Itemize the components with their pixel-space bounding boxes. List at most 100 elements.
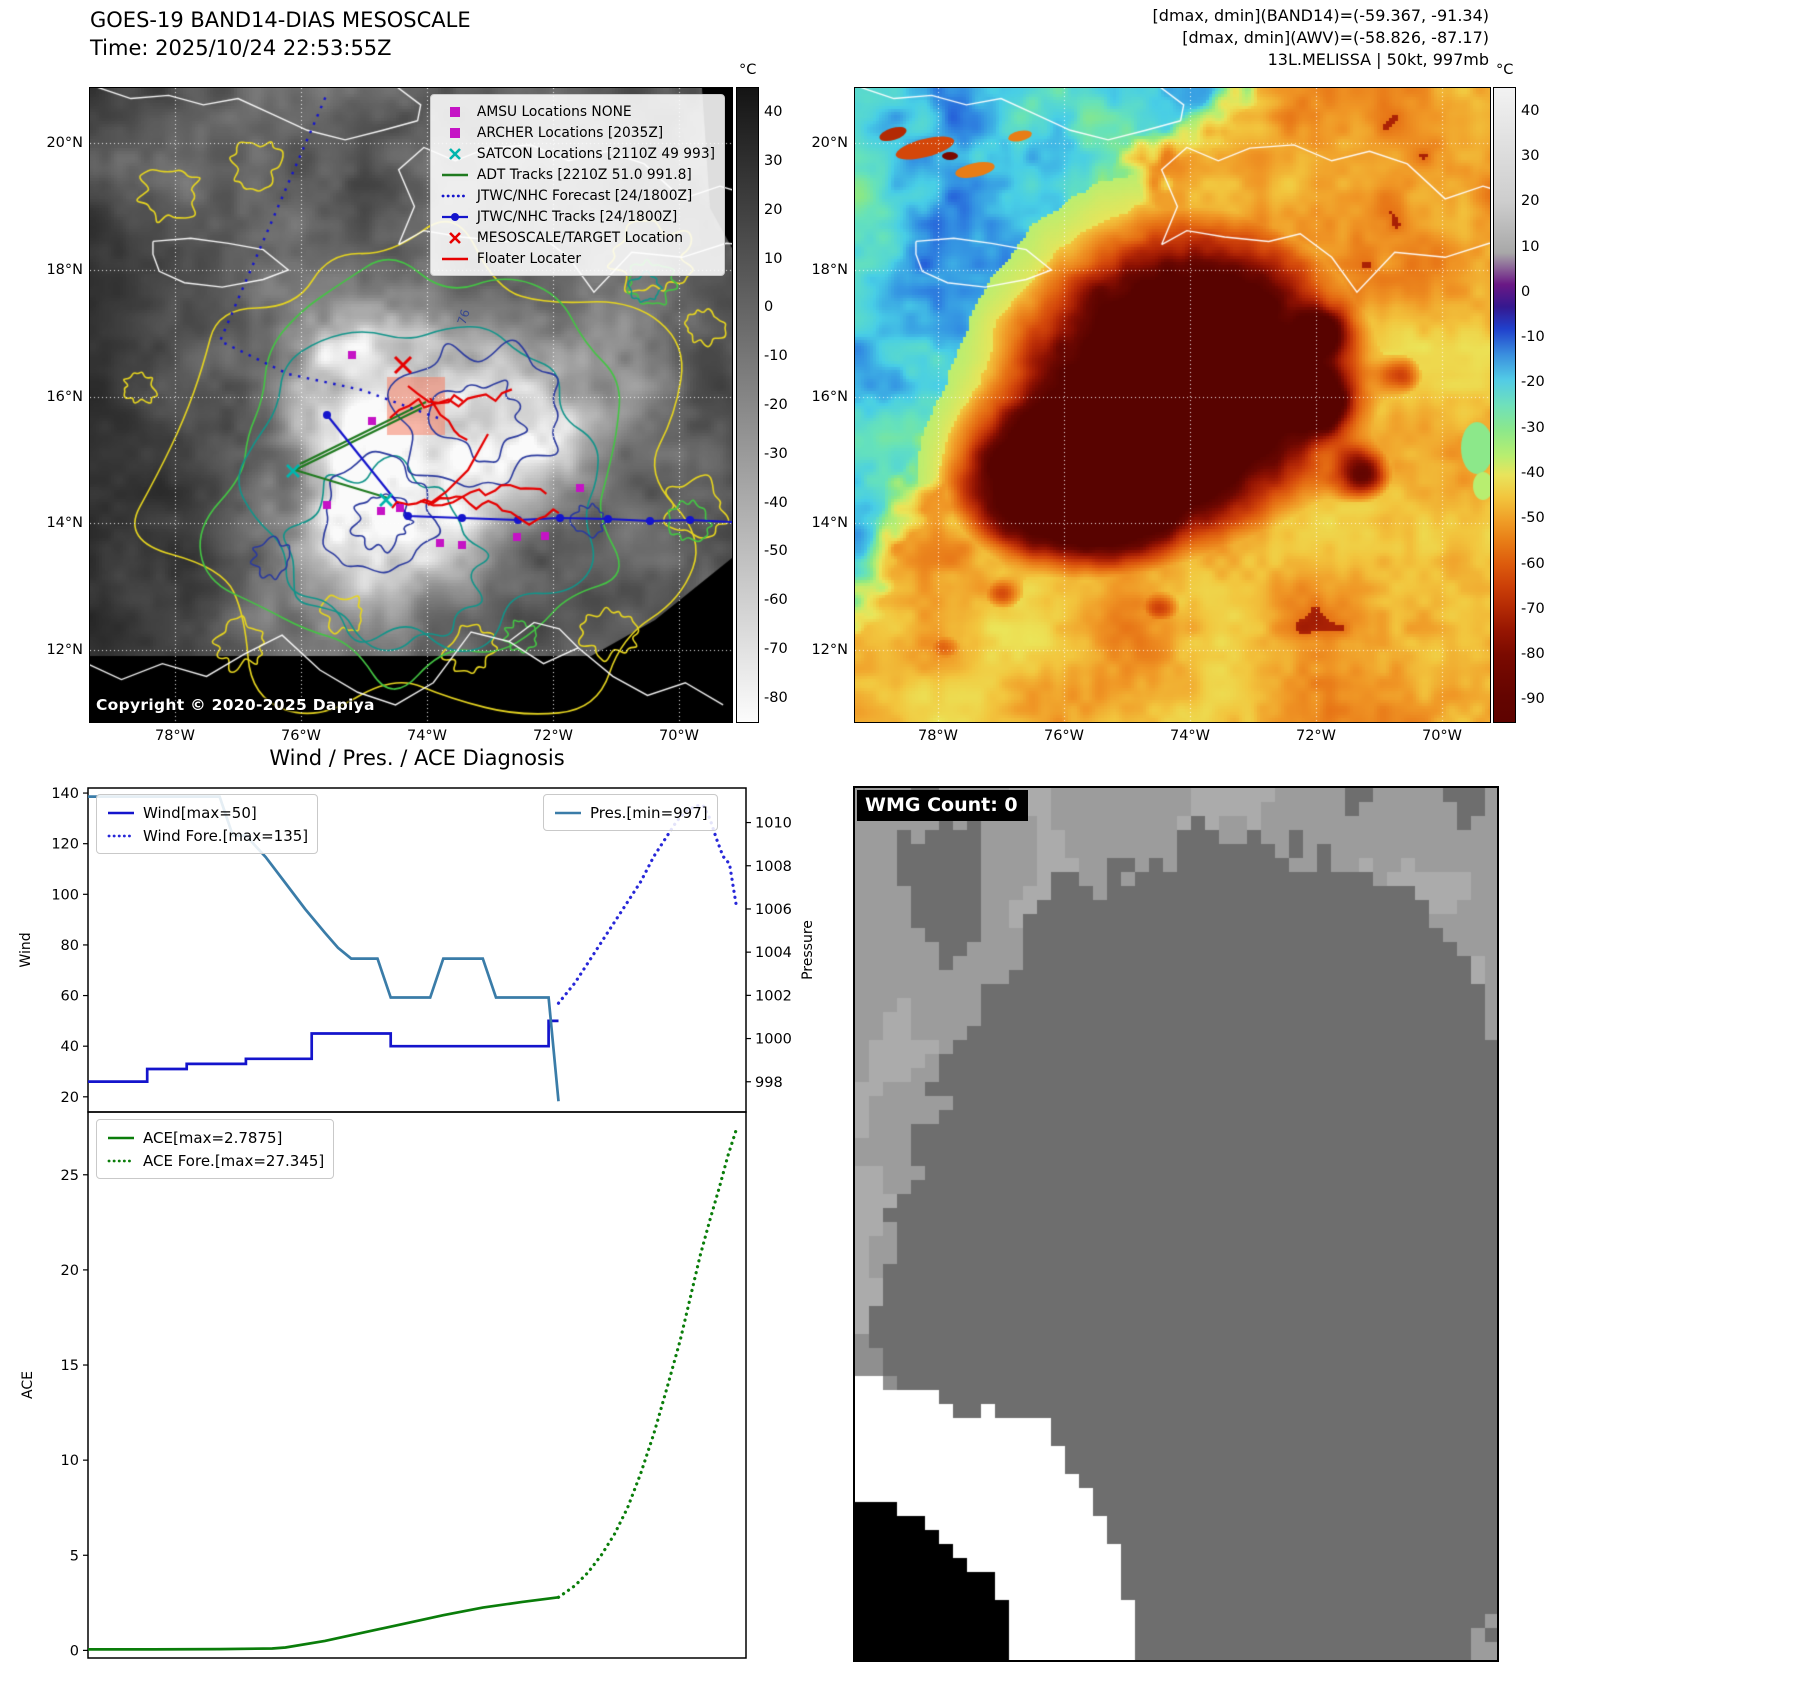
awv-stats-line2: [dmax, dmin](AWV)=(-58.826, -87.17) xyxy=(1182,28,1489,47)
legend-item-label: Pres.[min=997] xyxy=(590,803,708,822)
series-line xyxy=(556,1128,738,1599)
axis-label: ACE xyxy=(20,1371,36,1399)
legend-item: ACE Fore.[max=27.345] xyxy=(106,1149,324,1172)
awv-lon-tick-label: 72°W xyxy=(1295,728,1337,744)
band14-lon-tick-label: 78°W xyxy=(154,728,196,744)
square-marker-icon xyxy=(449,106,460,117)
y-tick-label: 100 xyxy=(51,887,79,903)
wmg-image xyxy=(855,788,1497,1660)
awv-colorbar-tick-label: -70 xyxy=(1521,601,1545,617)
line-marker-icon xyxy=(441,173,468,176)
band14-colorbar-tick-label: -70 xyxy=(764,641,788,657)
dotted-line-marker-icon xyxy=(107,1159,136,1162)
awv-colorbar-tick-label: 40 xyxy=(1521,103,1540,119)
line-marker-icon xyxy=(555,811,581,814)
line-marker-icon xyxy=(108,811,134,814)
y-tick-label: 15 xyxy=(61,1358,79,1374)
awv-colorbar-tick-label: -50 xyxy=(1521,510,1545,526)
legend-item-label: Wind Fore.[max=135] xyxy=(143,826,309,845)
awv-colorbar-tick-label: 30 xyxy=(1521,148,1540,164)
band14-lon-tick-label: 70°W xyxy=(658,728,700,744)
awv-colorbar-tick-label: -20 xyxy=(1521,374,1545,390)
legend-item-label: ACE[max=2.7875] xyxy=(143,1128,283,1147)
band14-lat-tick-label: 18°N xyxy=(46,262,83,278)
awv-map xyxy=(854,87,1491,723)
awv-colorbar-unit: °C xyxy=(1496,62,1514,78)
wmg-count-label: WMG Count: 0 xyxy=(857,790,1028,821)
series-line xyxy=(88,1595,559,1651)
awv-satellite-image xyxy=(855,88,1490,722)
legend-item: Pres.[min=997] xyxy=(553,801,708,824)
awv-colorbar-tick-label: 20 xyxy=(1521,193,1540,209)
awv-lat-tick-label: 12°N xyxy=(811,642,848,658)
awv-colorbar-tick-label: 10 xyxy=(1521,239,1540,255)
awv-lat-tick-label: 20°N xyxy=(811,135,848,151)
band14-colorbar-tick-label: -80 xyxy=(764,690,788,706)
band14-map-legend: AMSU Locations NONE ARCHER Locations [203… xyxy=(429,94,725,276)
legend-item: MESOSCALE/TARGET Location xyxy=(440,227,715,248)
band14-title: GOES-19 BAND14-DIAS MESOSCALE xyxy=(90,8,471,32)
band14-colorbar-tick-label: -30 xyxy=(764,446,788,462)
path-shape xyxy=(448,147,461,160)
y-tick-label: 20 xyxy=(61,1090,79,1106)
chart-legend: Pres.[min=997] xyxy=(543,794,718,831)
rect-shape xyxy=(449,127,460,138)
legend-item: Floater Locater xyxy=(440,248,715,269)
series-line xyxy=(88,1019,559,1083)
line-marker-icon xyxy=(108,1136,134,1139)
awv-colorbar-tick-label: -90 xyxy=(1521,691,1545,707)
y-tick-label: 1004 xyxy=(755,945,792,961)
legend-item: Wind[max=50] xyxy=(106,801,308,824)
dotted-line-marker-icon xyxy=(107,834,136,837)
awv-colorbar-tick-label: -30 xyxy=(1521,420,1545,436)
series-line xyxy=(556,804,738,1005)
y-tick-label: 10 xyxy=(61,1453,79,1469)
band14-colorbar-tick-label: -60 xyxy=(764,592,788,608)
y-tick-label: 20 xyxy=(61,1263,79,1279)
y-tick-label: 80 xyxy=(61,938,79,954)
awv-lon-tick-label: 74°W xyxy=(1169,728,1211,744)
x-marker-icon xyxy=(448,147,461,160)
band14-colorbar-tick-label: 0 xyxy=(764,299,774,315)
wmg-panel xyxy=(853,786,1499,1662)
chart-frame xyxy=(87,1111,747,1659)
diagnosis-charts: 2040608010012014099810001002100410061008… xyxy=(18,786,816,1659)
axis-label: Wind xyxy=(18,932,34,967)
y-tick-label: 1010 xyxy=(755,816,792,832)
diagnosis-title: Wind / Pres. / ACE Diagnosis xyxy=(269,746,565,770)
y-tick-label: 1008 xyxy=(755,859,792,875)
y-tick-label: 5 xyxy=(70,1548,79,1564)
band14-colorbar-tick-label: 10 xyxy=(764,251,783,267)
dotted-line-marker-icon xyxy=(441,194,470,197)
awv-lon-tick-label: 70°W xyxy=(1421,728,1463,744)
awv-lat-tick-label: 18°N xyxy=(811,262,848,278)
legend-item: ACE[max=2.7875] xyxy=(106,1126,324,1149)
band14-lat-tick-label: 16°N xyxy=(46,389,83,405)
legend-item: Wind Fore.[max=135] xyxy=(106,824,308,847)
legend-item-label: JTWC/NHC Tracks [24/1800Z] xyxy=(476,208,678,225)
chart-legend: Wind[max=50] Wind Fore.[max=135] xyxy=(96,794,319,854)
y-tick-label: 40 xyxy=(61,1039,79,1055)
y-tick-label: 1002 xyxy=(755,988,792,1004)
x-marker-icon xyxy=(448,231,461,244)
band14-lon-tick-label: 74°W xyxy=(406,728,448,744)
path-shape xyxy=(448,231,461,244)
band14-colorbar xyxy=(736,87,759,723)
awv-lat-tick-label: 14°N xyxy=(811,515,848,531)
y-tick-label: 140 xyxy=(51,786,79,802)
legend-item: ARCHER Locations [2035Z] xyxy=(440,122,715,143)
band14-colorbar-tick-label: -20 xyxy=(764,397,788,413)
awv-stats-line1: [dmax, dmin](BAND14)=(-59.367, -91.34) xyxy=(1152,6,1489,25)
awv-colorbar-tick-label: -40 xyxy=(1521,465,1545,481)
chart-legend: ACE[max=2.7875] ACE Fore.[max=27.345] xyxy=(96,1119,335,1179)
legend-item: JTWC/NHC Tracks [24/1800Z] xyxy=(440,206,715,227)
y-tick-label: 25 xyxy=(61,1168,79,1184)
y-tick-label: 998 xyxy=(755,1075,783,1091)
legend-item-label: ACE Fore.[max=27.345] xyxy=(143,1151,325,1170)
legend-item-label: ARCHER Locations [2035Z] xyxy=(476,124,664,141)
legend-item-label: Floater Locater xyxy=(476,250,581,267)
rect-shape xyxy=(449,106,460,117)
band14-lat-tick-label: 12°N xyxy=(46,642,83,658)
copyright-text: Copyright © 2020-2025 Dapiya xyxy=(96,696,375,714)
